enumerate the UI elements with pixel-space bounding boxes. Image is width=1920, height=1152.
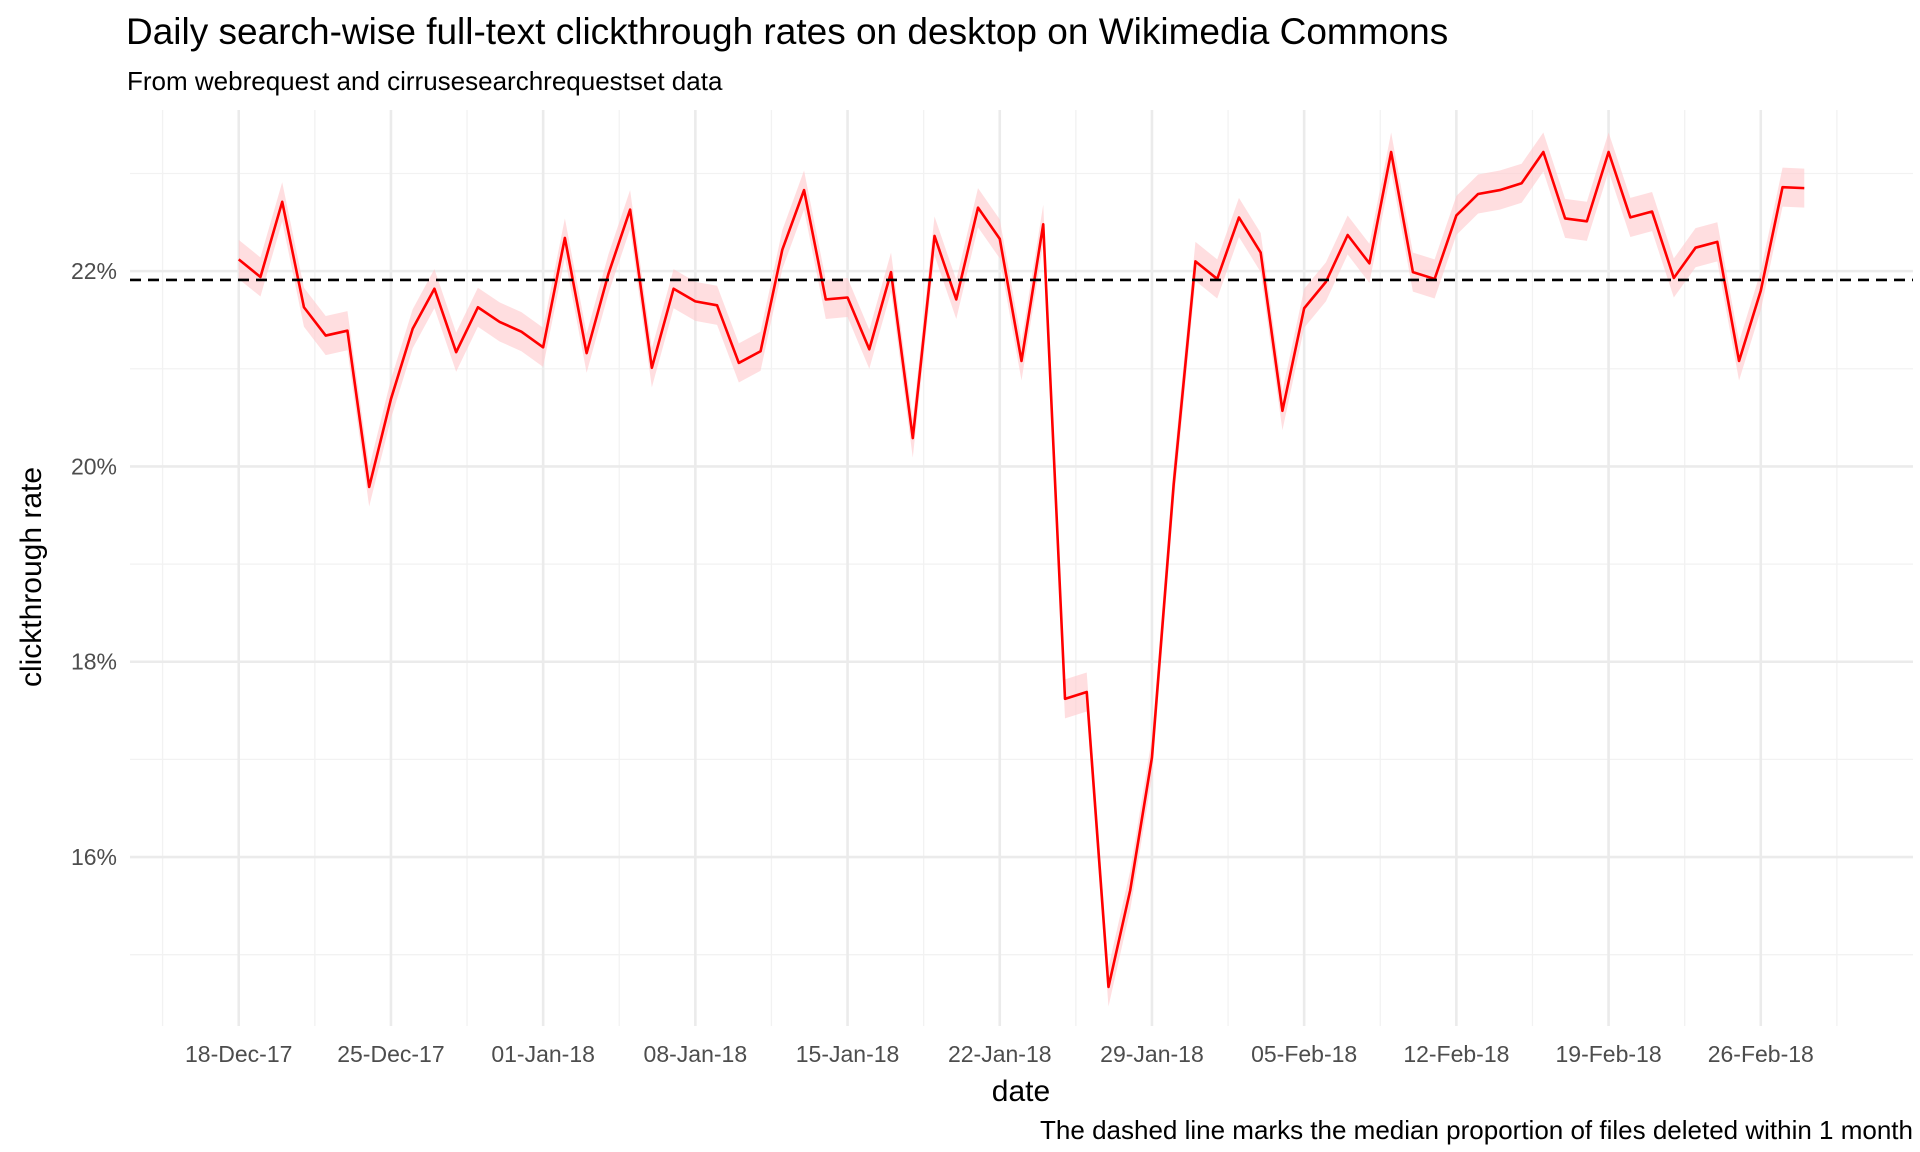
major-gridlines — [130, 110, 1913, 1026]
y-axis-tick-labels: 16% 18% 20% 22% — [71, 258, 117, 870]
x-tick-label: 12-Feb-18 — [1403, 1041, 1509, 1067]
x-tick-label: 08-Jan-18 — [644, 1041, 748, 1067]
x-axis-tick-labels: 18-Dec-17 25-Dec-17 01-Jan-18 08-Jan-18 15-J… — [185, 1041, 1814, 1067]
chart-title: Daily search-wise full-text clickthrough… — [126, 11, 1448, 52]
y-tick-label: 22% — [71, 258, 117, 284]
y-axis-title: clickthrough rate — [15, 467, 48, 687]
minor-gridlines — [130, 110, 1913, 1026]
series-line-layer — [237, 150, 1805, 989]
chart-subtitle: From webrequest and cirrusesearchrequest… — [127, 66, 723, 96]
x-tick-label: 29-Jan-18 — [1100, 1041, 1204, 1067]
confidence-band-layer — [238, 132, 1805, 1007]
x-tick-label: 19-Feb-18 — [1556, 1041, 1662, 1067]
y-tick-label: 16% — [71, 844, 117, 870]
y-tick-label: 18% — [71, 649, 117, 675]
x-tick-label: 26-Feb-18 — [1708, 1041, 1814, 1067]
x-tick-label: 18-Dec-17 — [185, 1041, 292, 1067]
confidence-band — [238, 132, 1805, 1007]
x-tick-label: 22-Jan-18 — [948, 1041, 1052, 1067]
x-tick-label: 01-Jan-18 — [491, 1041, 595, 1067]
series-line — [237, 150, 1805, 989]
chart-caption: The dashed line marks the median proport… — [1040, 1115, 1913, 1145]
x-tick-label: 25-Dec-17 — [337, 1041, 444, 1067]
y-tick-label: 20% — [71, 453, 117, 479]
x-tick-label: 15-Jan-18 — [796, 1041, 900, 1067]
x-tick-label: 05-Feb-18 — [1251, 1041, 1357, 1067]
x-axis-title: date — [992, 1075, 1050, 1108]
